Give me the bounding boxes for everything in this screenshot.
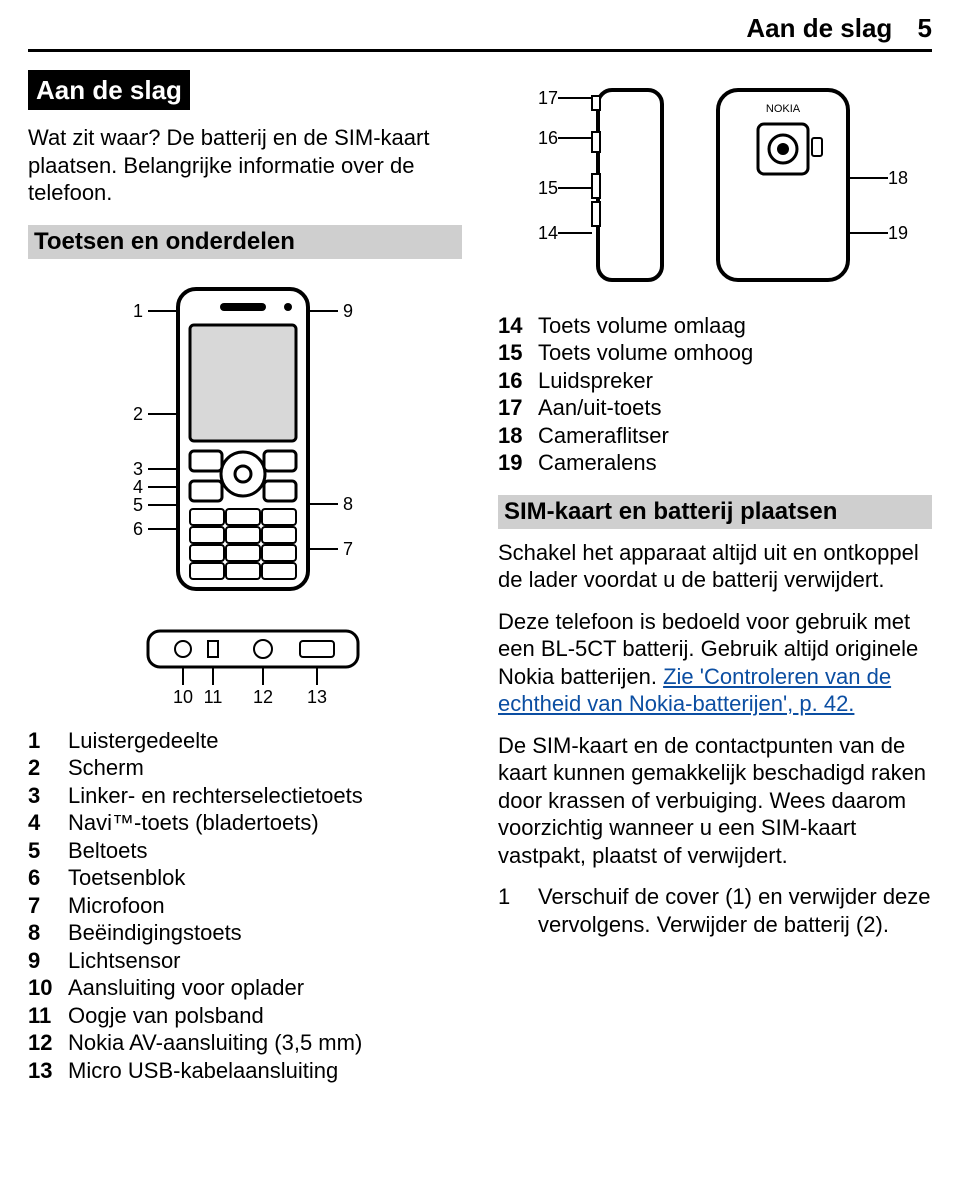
parts-row: 17Aan/uit-toets [498,394,932,422]
step-1: 1 Verschuif de cover (1) en verwijder de… [498,883,932,938]
svg-text:13: 13 [307,687,327,707]
phone-front-diagram: 1 2 345 6 9 8 7 [28,269,462,609]
parts-number: 1 [28,727,68,755]
parts-row: 4Navi™-toets (bladertoets) [28,809,462,837]
svg-text:6: 6 [133,519,143,539]
parts-number: 15 [498,339,538,367]
svg-text:18: 18 [888,168,908,188]
svg-text:19: 19 [888,223,908,243]
phone-bottom-diagram: 10 11 12 13 [28,623,462,713]
parts-label: Lichtsensor [68,947,462,975]
step-number: 1 [498,883,538,938]
parts-row: 11Oogje van polsband [28,1002,462,1030]
parts-number: 14 [498,312,538,340]
parts-number: 6 [28,864,68,892]
parts-label: Toetsenblok [68,864,462,892]
parts-label: Micro USB-kabelaansluiting [68,1057,462,1085]
parts-label: Beltoets [68,837,462,865]
parts-number: 4 [28,809,68,837]
parts-label: Luidspreker [538,367,932,395]
parts-row: 16Luidspreker [498,367,932,395]
parts-label: Aan/uit-toets [538,394,932,422]
svg-text:7: 7 [343,539,353,559]
svg-text:8: 8 [343,494,353,514]
parts-number: 16 [498,367,538,395]
parts-number: 18 [498,422,538,450]
parts-row: 6Toetsenblok [28,864,462,892]
parts-row: 3Linker- en rechterselectietoets [28,782,462,810]
parts-label: Aansluiting voor oplader [68,974,462,1002]
parts-number: 13 [28,1057,68,1085]
section-heading-left: Toetsen en onderdelen [28,225,462,259]
svg-text:11: 11 [204,687,223,707]
running-header: Aan de slag 5 [28,12,932,45]
parts-label: Scherm [68,754,462,782]
parts-number: 2 [28,754,68,782]
parts-label: Luistergedeelte [68,727,462,755]
parts-label: Toets volume omlaag [538,312,932,340]
svg-text:17: 17 [538,88,558,108]
svg-text:10: 10 [173,687,193,707]
parts-label: Toets volume omhoog [538,339,932,367]
parts-row: 14Toets volume omlaag [498,312,932,340]
svg-text:NOKIA: NOKIA [766,103,801,115]
svg-text:15: 15 [538,178,558,198]
page-number: 5 [918,13,932,43]
svg-text:9: 9 [343,301,353,321]
parts-list-left: 1Luistergedeelte2Scherm3Linker- en recht… [28,727,462,1085]
parts-number: 3 [28,782,68,810]
parts-row: 18Cameraflitser [498,422,932,450]
parts-number: 11 [28,1002,68,1030]
svg-text:5: 5 [133,495,143,515]
parts-label: Cameralens [538,449,932,477]
parts-number: 8 [28,919,68,947]
paragraph-simcare: De SIM-kaart en de contactpunten van de … [498,732,932,870]
parts-row: 1Luistergedeelte [28,727,462,755]
parts-row: 19Cameralens [498,449,932,477]
parts-number: 12 [28,1029,68,1057]
parts-row: 7Microfoon [28,892,462,920]
section-heading-right: SIM-kaart en batterij plaatsen [498,495,932,529]
svg-text:3: 3 [133,459,143,479]
paragraph-disconnect: Schakel het apparaat altijd uit en ontko… [498,539,932,594]
parts-row: 10Aansluiting voor oplader [28,974,462,1002]
step-text: Verschuif de cover (1) en verwijder deze… [538,883,932,938]
parts-label: Microfoon [68,892,462,920]
parts-number: 7 [28,892,68,920]
svg-text:12: 12 [253,687,273,707]
svg-text:14: 14 [538,223,558,243]
header-rule [28,49,932,52]
running-title: Aan de slag [746,13,892,43]
parts-label: Oogje van polsband [68,1002,462,1030]
parts-number: 9 [28,947,68,975]
svg-text:2: 2 [133,404,143,424]
parts-number: 19 [498,449,538,477]
parts-row: 12Nokia AV-aansluiting (3,5 mm) [28,1029,462,1057]
parts-label: Linker- en rechterselectietoets [68,782,462,810]
parts-row: 15Toets volume omhoog [498,339,932,367]
parts-number: 5 [28,837,68,865]
parts-label: Nokia AV-aansluiting (3,5 mm) [68,1029,462,1057]
parts-number: 10 [28,974,68,1002]
parts-label: Cameraflitser [538,422,932,450]
parts-label: Beëindigingstoets [68,919,462,947]
parts-number: 17 [498,394,538,422]
intro-paragraph: Wat zit waar? De batterij en de SIM-kaar… [28,124,462,207]
parts-row: 8Beëindigingstoets [28,919,462,947]
parts-row: 5Beltoets [28,837,462,865]
phone-back-diagram: NOKIA 17 16 15 14 18 19 [498,78,932,298]
svg-text:1: 1 [133,301,143,321]
parts-row: 9Lichtsensor [28,947,462,975]
chapter-title: Aan de slag [28,70,190,111]
paragraph-battery: Deze telefoon is bedoeld voor gebruik me… [498,608,932,718]
svg-text:16: 16 [538,128,558,148]
parts-row: 2Scherm [28,754,462,782]
parts-list-right: 14Toets volume omlaag15Toets volume omho… [498,312,932,477]
svg-text:4: 4 [133,477,143,497]
parts-row: 13Micro USB-kabelaansluiting [28,1057,462,1085]
parts-label: Navi™-toets (bladertoets) [68,809,462,837]
